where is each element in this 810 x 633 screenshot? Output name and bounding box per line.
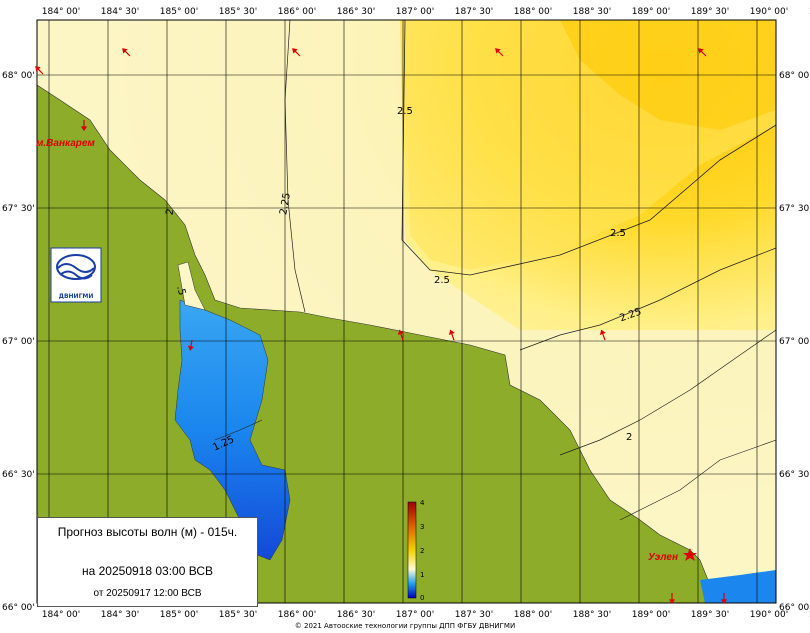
place-label-vankarem: м.Ванкарем [36, 138, 95, 149]
contour-label: 2 [626, 432, 632, 443]
graticule [37, 20, 776, 603]
longitude-label: 186° 30' [337, 610, 375, 620]
contour-label: 2 [165, 208, 177, 216]
latitude-label: 67° 30' [779, 204, 810, 214]
latitude-label: 66° 00' [779, 603, 810, 613]
longitude-label: 184° 30' [101, 7, 139, 17]
latitude-label: 67° 30' [2, 204, 35, 214]
forecast-title: Прогноз высоты волн (м) - 015ч. [57, 525, 238, 539]
colorbar-label: 2 [420, 547, 424, 555]
longitude-label: 188° 00' [514, 610, 552, 620]
logo-text: ДВНИГМИ [59, 293, 94, 300]
latitude-labels-left: 68° 00' 67° 30' 67° 00' 66° 30' 66° 00' [2, 71, 35, 613]
lagoon-upper-strip [177, 261, 206, 311]
longitude-label: 190° 30' [809, 7, 810, 17]
latitude-label: 66° 30' [779, 470, 810, 480]
colorbar-label: 1 [420, 571, 424, 579]
contour-label: 2.5 [397, 106, 413, 117]
longitude-label: 184° 00' [42, 610, 80, 620]
contour-label: 2.25 [278, 192, 293, 216]
longitude-label: 185° 00' [160, 610, 198, 620]
dvnigmi-logo: ДВНИГМИ [50, 247, 102, 303]
longitude-label: 185° 00' [160, 7, 198, 17]
longitude-label: 189° 30' [691, 7, 729, 17]
colorbar: 4 3 2 1 0 [407, 499, 425, 602]
latitude-labels-right: 68° 00' 67° 30' 67° 00' 66° 30' 66° 00' [779, 71, 810, 613]
latitude-label: 67° 00' [779, 337, 810, 347]
contour-label: 2.5 [434, 275, 450, 286]
contour-label: .5 [174, 285, 187, 297]
place-label-uelen: Уэлен [648, 552, 678, 563]
latitude-label: 66° 00' [2, 603, 35, 613]
latitude-label: 68° 00' [2, 71, 35, 81]
latitude-label: 68° 00' [779, 71, 810, 81]
longitude-label: 187° 30' [455, 610, 493, 620]
longitude-label: 188° 30' [573, 610, 611, 620]
longitude-label: 190° 00' [750, 610, 788, 620]
star-marker [683, 548, 697, 561]
longitude-label: 188° 30' [573, 7, 611, 17]
forecast-issued-time: от 20250917 12:00 ВСВ [93, 588, 202, 599]
longitude-label: 189° 00' [632, 7, 670, 17]
longitude-label: 188° 00' [514, 7, 552, 17]
latitude-label: 67° 00' [2, 337, 35, 347]
longitude-label: 189° 00' [632, 610, 670, 620]
inland-lagoon [174, 299, 291, 561]
longitude-label: 190° 00' [750, 7, 788, 17]
colorbar-label: 3 [420, 523, 424, 531]
colorbar-label: 4 [420, 499, 425, 507]
longitude-label: 184° 00' [42, 7, 80, 17]
forecast-valid-time: на 20250918 03:00 ВСВ [82, 564, 213, 578]
land-chukotka [37, 84, 713, 603]
longitude-label: 187° 00' [396, 7, 434, 17]
forecast-info-box: Прогноз высоты волн (м) - 015ч. на 20250… [37, 517, 258, 607]
longitude-label: 184° 30' [101, 610, 139, 620]
latitude-label: 66° 30' [2, 470, 35, 480]
longitude-label: 186° 00' [278, 7, 316, 17]
longitude-label: 185° 30' [219, 7, 257, 17]
longitude-labels-top: 184° 00' 184° 30' 185° 00' 185° 30' 186° 00'… [42, 7, 810, 17]
copyright-notice: © 2021 Автооские технологии группы ДПП Ф… [294, 622, 516, 630]
longitude-label: 187° 00' [396, 610, 434, 620]
wave-direction-arrows [35, 48, 728, 605]
colorbar-label: 0 [420, 594, 424, 602]
longitude-label: 186° 00' [278, 610, 316, 620]
longitude-label: 189° 30' [691, 610, 729, 620]
longitude-labels-bottom: 184° 00' 184° 30' 185° 00' 185° 30' 186° 00'… [42, 610, 810, 620]
longitude-label: 190° 30' [809, 610, 810, 620]
longitude-label: 186° 30' [337, 7, 375, 17]
longitude-label: 185° 30' [219, 610, 257, 620]
longitude-label: 187° 30' [455, 7, 493, 17]
contour-label: 2.5 [610, 228, 626, 239]
